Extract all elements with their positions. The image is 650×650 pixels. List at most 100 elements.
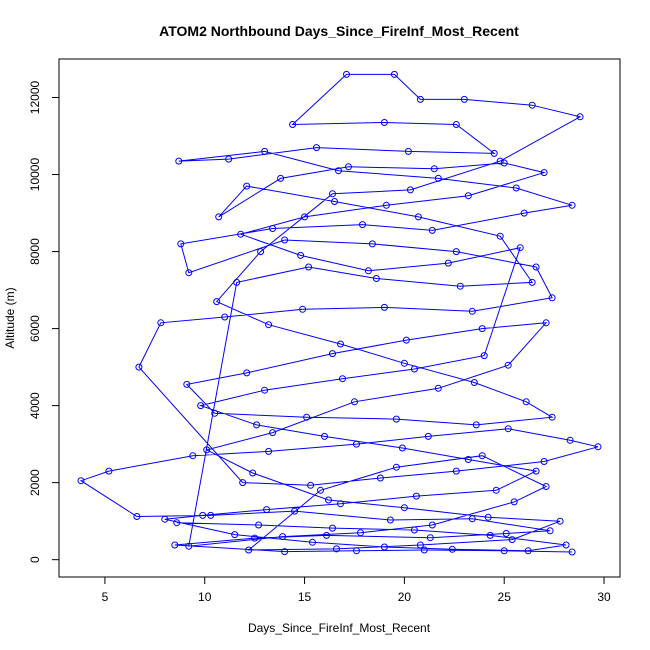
data-point — [203, 446, 211, 454]
data-point — [532, 263, 540, 271]
data-point — [353, 547, 360, 555]
data-point — [490, 149, 498, 157]
data-point — [502, 530, 510, 537]
data-point — [486, 531, 494, 539]
data-point — [562, 541, 570, 549]
data-point — [171, 541, 179, 549]
data-point — [339, 375, 346, 383]
data-point — [528, 278, 536, 286]
data-point — [392, 415, 400, 423]
data-point — [500, 547, 508, 555]
data-point — [520, 209, 528, 217]
data-point — [540, 169, 548, 177]
data-point — [414, 213, 422, 221]
data-point — [566, 436, 574, 444]
data-point — [568, 201, 576, 209]
data-point — [333, 545, 340, 553]
data-point — [291, 507, 299, 515]
data-point — [243, 369, 251, 377]
data-point — [175, 157, 183, 165]
data-point — [279, 533, 287, 541]
data-point — [353, 440, 360, 448]
data-point — [261, 386, 269, 394]
data-point — [508, 536, 516, 544]
data-point — [548, 294, 556, 302]
x-tick-label: 25 — [498, 590, 512, 604]
data-point — [199, 511, 207, 519]
data-point — [213, 298, 221, 306]
data-point — [265, 447, 273, 455]
data-point — [512, 184, 520, 192]
x-tick-label: 5 — [102, 590, 109, 604]
data-point — [468, 515, 476, 523]
series-line — [79, 73, 599, 553]
data-point — [305, 263, 313, 271]
data-point — [452, 248, 460, 256]
data-point — [331, 198, 338, 205]
data-point — [359, 221, 366, 229]
data-point — [376, 474, 384, 482]
data-point — [329, 350, 336, 358]
data-point — [410, 365, 418, 373]
x-tick-label: 30 — [597, 590, 611, 604]
data-point — [317, 486, 324, 494]
data-point — [301, 213, 309, 221]
data-point — [456, 282, 464, 290]
y-axis-label: Altitude (m) — [3, 287, 17, 348]
data-point — [464, 456, 472, 463]
data-point — [233, 278, 241, 286]
x-tick-label: 15 — [298, 590, 312, 604]
data-point — [460, 95, 468, 103]
data-point — [161, 515, 169, 523]
data-point — [428, 226, 436, 234]
plot-layer — [77, 70, 602, 556]
data-point — [516, 244, 524, 252]
data-point — [472, 421, 480, 429]
data-point — [277, 174, 285, 182]
data-point — [337, 340, 344, 348]
data-point — [177, 240, 185, 248]
data-point — [540, 458, 548, 465]
data-point — [528, 101, 536, 109]
data-point — [412, 492, 420, 500]
y-tick-label: 12000 — [28, 81, 42, 115]
data-point — [251, 534, 259, 542]
data-point — [434, 174, 442, 182]
data-point — [496, 157, 504, 165]
data-point — [492, 486, 500, 494]
data-point — [524, 547, 532, 555]
data-point — [382, 201, 390, 209]
data-point — [400, 504, 408, 512]
data-point — [281, 548, 289, 556]
y-tick-label: 2000 — [28, 469, 42, 496]
y-tick-label: 8000 — [28, 238, 42, 265]
data-point — [211, 409, 219, 417]
data-point — [464, 192, 472, 200]
data-point — [380, 119, 388, 126]
data-point — [434, 384, 442, 392]
data-point — [452, 121, 460, 128]
data-point — [594, 443, 602, 451]
data-point — [364, 267, 372, 275]
data-point — [309, 538, 316, 546]
data-point — [329, 524, 336, 532]
data-point — [197, 402, 205, 410]
data-point — [546, 527, 554, 535]
data-point — [500, 159, 508, 167]
data-point — [253, 421, 261, 429]
chart-title: ATOM2 Northbound Days_Since_FireInf_Most… — [159, 23, 519, 39]
data-point — [239, 479, 247, 487]
data-point — [351, 398, 358, 406]
data-point — [297, 251, 305, 259]
data-point — [173, 519, 181, 527]
data-point — [321, 432, 328, 440]
y-tick-label: 4000 — [28, 392, 42, 419]
data-point — [542, 483, 550, 490]
data-point — [329, 190, 336, 198]
data-point — [313, 144, 320, 152]
data-point — [269, 429, 277, 437]
data-point — [343, 70, 350, 78]
data-point — [430, 165, 438, 173]
